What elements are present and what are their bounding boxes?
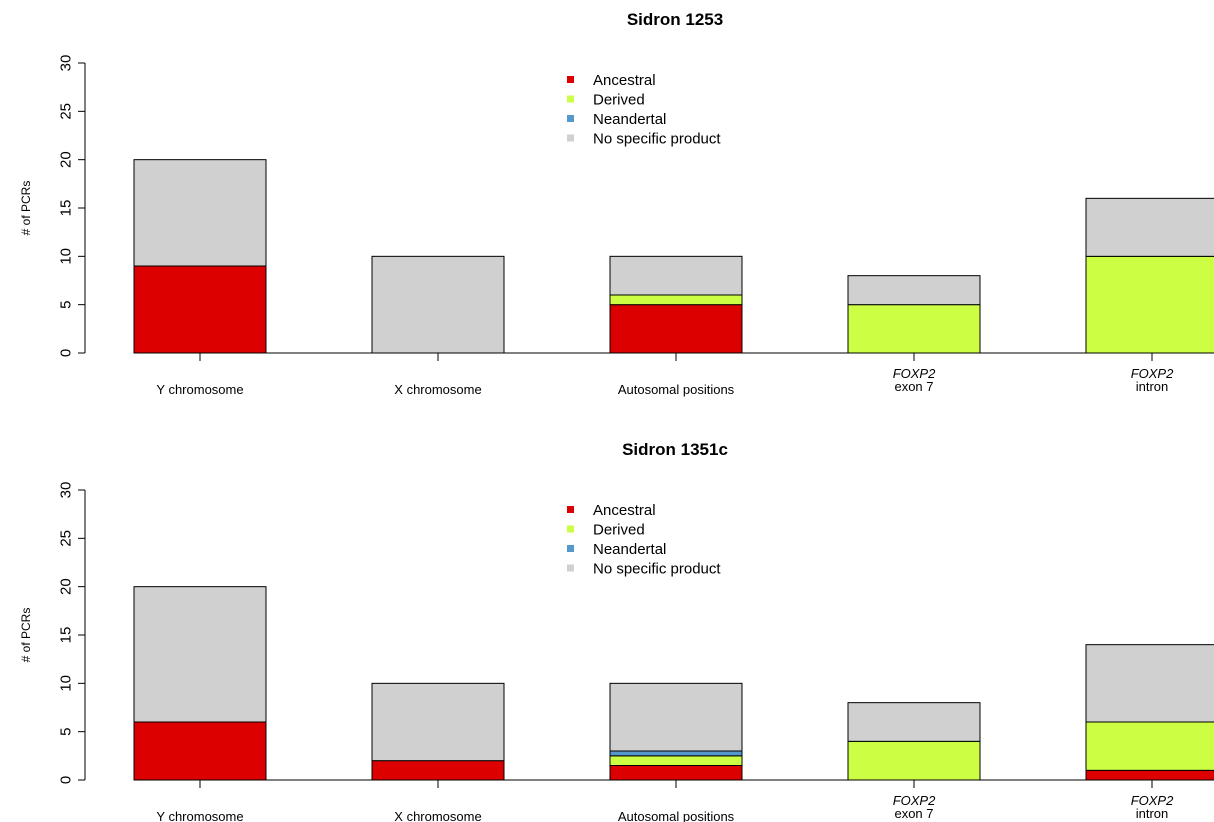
bar-segment <box>609 255 743 296</box>
legend-label: Neandertal <box>593 111 666 128</box>
legend-swatch <box>567 525 574 533</box>
bar-segment <box>609 304 743 354</box>
y-tick-label: 15 <box>58 200 75 217</box>
bar-stack <box>133 586 267 781</box>
bar-segment <box>609 765 743 781</box>
bar-segment <box>1085 644 1214 723</box>
bar-segment <box>371 255 505 354</box>
bar-segment <box>1085 255 1214 354</box>
bar-segment <box>609 755 743 766</box>
bar-stack <box>847 275 981 354</box>
bar-stack <box>609 255 743 354</box>
y-tick-label: 10 <box>58 248 75 265</box>
legend: Ancestral Derived Neandertal No specific pr… <box>567 502 721 578</box>
legend-swatch <box>567 115 574 122</box>
x-tick-label-line2: intron <box>1136 379 1169 394</box>
bar-stack <box>1085 197 1214 354</box>
bar-segment <box>847 304 981 354</box>
bar-segment <box>371 682 505 762</box>
legend-label: Ancestral <box>593 72 656 89</box>
legend-label: Neandertal <box>593 541 666 558</box>
bar-stack <box>133 159 267 354</box>
legend-label: No specific product <box>593 561 721 578</box>
x-tick-label-line2: exon 7 <box>894 806 933 821</box>
x-tick-label-line2: exon 7 <box>894 379 933 394</box>
x-tick-label: Y chromosome <box>156 382 243 397</box>
legend-swatch <box>567 76 574 83</box>
chart-title: Sidron 1351c <box>622 440 728 459</box>
bar-segment <box>609 682 743 752</box>
bar-stack <box>609 682 743 781</box>
x-tick-label-line2: intron <box>1136 806 1169 821</box>
y-axis-label: # of PCRs <box>19 608 33 663</box>
legend: Ancestral Derived Neandertal No specific pr… <box>567 72 721 148</box>
y-tick-label: 20 <box>58 151 75 168</box>
bar-stack <box>371 682 505 781</box>
legend-label: Derived <box>593 522 645 539</box>
bar-stack <box>1085 644 1214 781</box>
bar-segment <box>847 740 981 781</box>
legend-swatch <box>567 506 574 513</box>
y-tick-label: 30 <box>58 482 75 499</box>
x-tick-label: Autosomal positions <box>618 382 735 397</box>
y-tick-label: 15 <box>58 627 75 644</box>
y-tick-label: 5 <box>58 727 75 735</box>
y-tick-label: 5 <box>58 300 75 308</box>
bar-segment <box>847 275 981 306</box>
x-tick-label: X chromosome <box>394 809 481 822</box>
bar-segment <box>371 760 505 781</box>
bar-segment <box>133 721 267 781</box>
y-tick-label: 0 <box>58 776 75 784</box>
bar-stack <box>371 255 505 354</box>
legend-label: Ancestral <box>593 502 656 519</box>
x-tick-label: X chromosome <box>394 382 481 397</box>
x-tick-label: FOXP2 <box>1131 793 1174 808</box>
legend-label: No specific product <box>593 131 721 148</box>
bar-segment <box>609 294 743 306</box>
legend-swatch <box>567 564 574 572</box>
bar-segment <box>1085 721 1214 771</box>
bar-stack <box>847 702 981 781</box>
legend-label: Derived <box>593 92 645 109</box>
y-tick-label: 25 <box>58 530 75 547</box>
y-tick-label: 10 <box>58 675 75 692</box>
x-tick-label: FOXP2 <box>893 366 936 381</box>
bar-segment <box>133 586 267 723</box>
chart-panel-2: Sidron 1351c # of PCRs 0 5 10 15 20 25 30 Y chrom… <box>19 440 1214 822</box>
y-axis-label: # of PCRs <box>19 181 33 236</box>
bar-segment <box>609 750 743 757</box>
x-tick-label: Y chromosome <box>156 809 243 822</box>
legend-swatch <box>567 545 574 552</box>
bar-segment <box>847 702 981 742</box>
y-tick-label: 20 <box>58 578 75 595</box>
x-tick-label: FOXP2 <box>893 793 936 808</box>
y-tick-label: 0 <box>58 349 75 357</box>
x-tick-label: Autosomal positions <box>618 809 735 822</box>
legend-swatch <box>567 134 574 142</box>
bar-segment <box>133 159 267 267</box>
chart-panel-1: Sidron 1253 # of PCRs 0 5 10 15 20 25 30 Y chromo… <box>19 10 1214 397</box>
bar-segment <box>1085 197 1214 257</box>
x-tick-label: FOXP2 <box>1131 366 1174 381</box>
bar-segment <box>133 265 267 354</box>
y-tick-label: 25 <box>58 103 75 120</box>
legend-swatch <box>567 95 574 103</box>
bar-segment <box>1085 769 1214 781</box>
chart-title: Sidron 1253 <box>627 10 723 29</box>
y-tick-label: 30 <box>58 55 75 72</box>
